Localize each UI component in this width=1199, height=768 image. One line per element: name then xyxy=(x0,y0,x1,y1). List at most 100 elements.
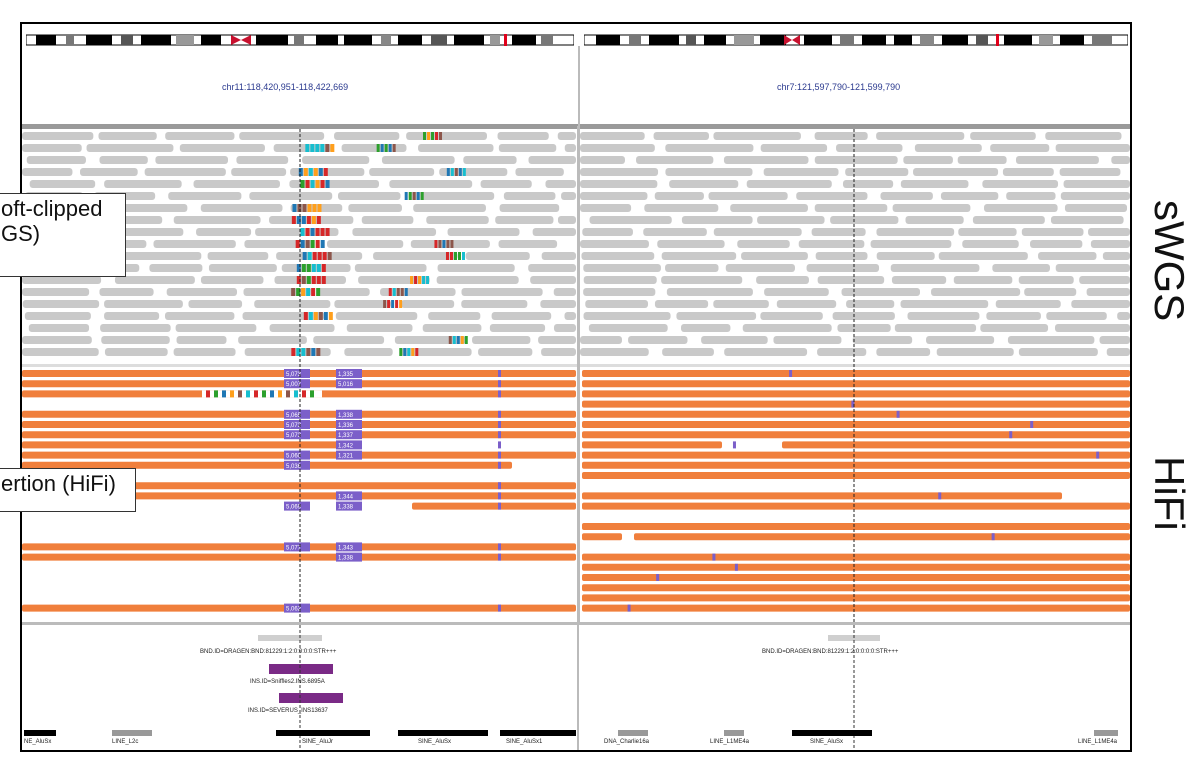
swgs-read[interactable] xyxy=(1088,228,1130,236)
swgs-read[interactable] xyxy=(166,288,238,296)
swgs-read[interactable] xyxy=(806,264,880,272)
swgs-read[interactable] xyxy=(760,312,823,320)
insertion-count-box[interactable] xyxy=(336,501,362,511)
swgs-read[interactable] xyxy=(1050,216,1124,224)
swgs-read[interactable] xyxy=(992,264,1050,272)
swgs-read[interactable] xyxy=(413,204,486,212)
swgs-read[interactable] xyxy=(817,348,867,356)
swgs-read[interactable] xyxy=(99,156,148,164)
swgs-read[interactable] xyxy=(644,204,719,212)
sniffles-call-bar[interactable] xyxy=(269,664,333,674)
swgs-read[interactable] xyxy=(995,300,1061,308)
swgs-read[interactable] xyxy=(1079,276,1130,284)
swgs-read[interactable] xyxy=(876,228,955,236)
swgs-read[interactable] xyxy=(179,144,265,152)
swgs-read[interactable] xyxy=(104,300,183,308)
swgs-read[interactable] xyxy=(123,204,188,212)
swgs-read[interactable] xyxy=(239,132,325,140)
swgs-read[interactable] xyxy=(80,168,138,176)
swgs-read[interactable] xyxy=(1071,300,1130,308)
swgs-read[interactable] xyxy=(495,216,554,224)
swgs-read[interactable] xyxy=(708,192,788,200)
swgs-read[interactable] xyxy=(348,204,402,212)
swgs-read[interactable] xyxy=(957,156,1007,164)
swgs-read[interactable] xyxy=(760,144,828,152)
swgs-read[interactable] xyxy=(724,348,808,356)
swgs-read[interactable] xyxy=(335,312,418,320)
swgs-read[interactable] xyxy=(155,156,229,164)
swgs-read[interactable] xyxy=(628,336,688,344)
alignment-tracks[interactable]: 5,073 5,007 5,065 5,073 5,073 5,060 5,036 5,069… xyxy=(22,126,1130,624)
swgs-read[interactable] xyxy=(870,240,952,248)
swgs-read[interactable] xyxy=(168,192,242,200)
repeat-element[interactable] xyxy=(398,730,488,736)
hifi-read[interactable] xyxy=(582,584,1130,592)
hifi-read[interactable] xyxy=(582,523,1130,530)
swgs-read[interactable] xyxy=(940,192,999,200)
insertion-count-box[interactable] xyxy=(284,420,310,429)
swgs-read[interactable] xyxy=(400,348,472,356)
swgs-read[interactable] xyxy=(836,144,903,152)
swgs-read[interactable] xyxy=(661,252,737,260)
swgs-read[interactable] xyxy=(22,276,102,284)
swgs-read[interactable] xyxy=(970,132,1036,140)
swgs-read[interactable] xyxy=(86,144,174,152)
swgs-read[interactable] xyxy=(528,156,576,164)
hifi-read[interactable] xyxy=(582,390,1130,398)
swgs-read[interactable] xyxy=(447,228,520,236)
swgs-read[interactable] xyxy=(907,312,980,320)
swgs-read[interactable] xyxy=(498,240,558,248)
swgs-read[interactable] xyxy=(394,336,466,344)
swgs-read[interactable] xyxy=(346,324,413,332)
swgs-read[interactable] xyxy=(980,324,1049,332)
swgs-read[interactable] xyxy=(114,252,202,260)
swgs-read[interactable] xyxy=(676,312,757,320)
repeat-element[interactable] xyxy=(1094,730,1118,736)
swgs-read[interactable] xyxy=(589,216,672,224)
swgs-read[interactable] xyxy=(764,288,829,296)
swgs-read[interactable] xyxy=(990,144,1050,152)
swgs-read[interactable] xyxy=(890,264,980,272)
alignment-canvas[interactable]: 5,073 5,007 5,065 5,073 5,073 5,060 5,036 5,069… xyxy=(22,126,1130,624)
swgs-read[interactable] xyxy=(557,132,576,140)
swgs-read[interactable] xyxy=(1038,252,1097,260)
locus-label-right[interactable]: chr7:121,597,790-121,599,790 xyxy=(777,82,901,92)
hifi-read[interactable] xyxy=(22,461,512,469)
hifi-read[interactable] xyxy=(582,451,1130,459)
swgs-read[interactable] xyxy=(540,300,576,308)
swgs-read[interactable] xyxy=(654,192,704,200)
swgs-read[interactable] xyxy=(913,168,999,176)
swgs-read[interactable] xyxy=(461,300,528,308)
swgs-read[interactable] xyxy=(98,132,157,140)
swgs-read[interactable] xyxy=(880,192,933,200)
swgs-read[interactable] xyxy=(541,348,576,356)
swgs-read[interactable] xyxy=(1007,336,1095,344)
swgs-read[interactable] xyxy=(114,276,195,284)
swgs-read[interactable] xyxy=(22,288,90,296)
swgs-read[interactable] xyxy=(681,216,753,224)
swgs-read[interactable] xyxy=(757,216,825,224)
swgs-read[interactable] xyxy=(503,192,556,200)
swgs-read[interactable] xyxy=(1021,228,1084,236)
hifi-read[interactable] xyxy=(582,441,722,449)
swgs-read[interactable] xyxy=(583,264,661,272)
swgs-read[interactable] xyxy=(389,180,473,188)
swgs-read[interactable] xyxy=(236,156,289,164)
swgs-read[interactable] xyxy=(713,300,769,308)
swgs-read[interactable] xyxy=(381,156,455,164)
swgs-read[interactable] xyxy=(144,168,226,176)
swgs-read[interactable] xyxy=(669,180,739,188)
swgs-read[interactable] xyxy=(22,168,73,176)
swgs-read[interactable] xyxy=(1045,132,1122,140)
swgs-read[interactable] xyxy=(344,348,393,356)
swgs-read[interactable] xyxy=(900,300,989,308)
swgs-read[interactable] xyxy=(763,168,839,176)
swgs-read[interactable] xyxy=(814,204,888,212)
insertion-count-box[interactable] xyxy=(284,460,310,470)
swgs-read[interactable] xyxy=(338,192,401,200)
swgs-read[interactable] xyxy=(580,132,645,140)
hifi-read[interactable] xyxy=(582,594,1130,602)
swgs-read[interactable] xyxy=(737,240,790,248)
swgs-read[interactable] xyxy=(188,300,243,308)
swgs-read[interactable] xyxy=(665,168,753,176)
